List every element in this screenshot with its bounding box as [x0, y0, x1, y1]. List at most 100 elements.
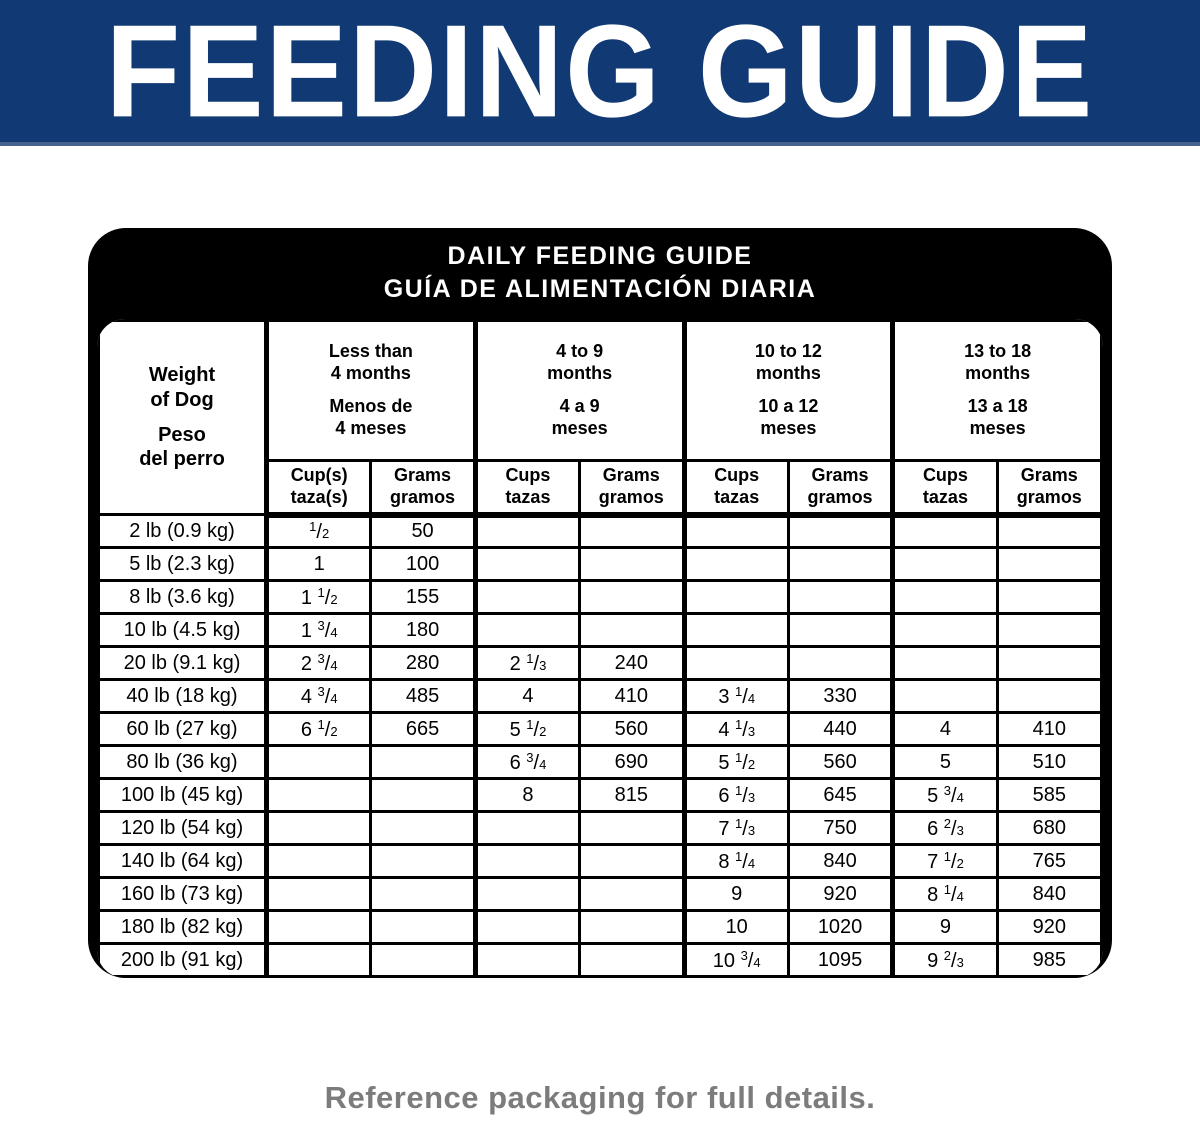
- cups-cell: 6 2/3: [890, 810, 999, 846]
- grams-cell: 485: [369, 678, 477, 714]
- weight-cell: 10 lb (4.5 kg): [97, 612, 268, 648]
- card-title-es: GUÍA DE ALIMENTACIÓN DIARIA: [383, 275, 817, 303]
- grams-cell: 510: [995, 744, 1103, 780]
- cups-cell: [263, 810, 373, 846]
- grams-cell: [369, 942, 477, 978]
- cups-cell: [472, 579, 582, 615]
- grams-subheader-0: Grams gramos: [369, 459, 477, 518]
- weight-cell: 120 lb (54 kg): [97, 810, 268, 846]
- grams-cell: 985: [995, 942, 1103, 978]
- cups-cell: 4 3/4: [263, 678, 373, 714]
- weight-cell: 180 lb (82 kg): [97, 909, 268, 945]
- grams-cell: [578, 909, 686, 945]
- grams-cell: 840: [786, 843, 895, 879]
- weight-cell: 20 lb (9.1 kg): [97, 645, 268, 681]
- cups-cell: 1: [263, 546, 373, 582]
- grams-cell: 1095: [786, 942, 895, 978]
- weight-cell: 80 lb (36 kg): [97, 744, 268, 780]
- cups-cell: 10: [681, 909, 790, 945]
- cups-cell: [263, 777, 373, 813]
- cups-cell: [472, 546, 582, 582]
- cups-cell: 9: [681, 876, 790, 912]
- cups-cell: 5: [890, 744, 999, 780]
- cups-cell: [681, 579, 790, 615]
- cups-cell: 3 1/4: [681, 678, 790, 714]
- grams-cell: [578, 513, 686, 549]
- grams-cell: [786, 579, 895, 615]
- grams-cell: [995, 546, 1103, 582]
- grams-cell: 750: [786, 810, 895, 846]
- grams-cell: [995, 678, 1103, 714]
- grams-cell: 240: [578, 645, 686, 681]
- grams-cell: [369, 810, 477, 846]
- cups-cell: 6 3/4: [472, 744, 582, 780]
- cups-cell: [890, 678, 999, 714]
- cups-cell: 5 1/2: [472, 711, 582, 747]
- grams-cell: 1020: [786, 909, 895, 945]
- grams-cell: [578, 810, 686, 846]
- cups-cell: [681, 612, 790, 648]
- cups-cell: [472, 612, 582, 648]
- cups-cell: [263, 744, 373, 780]
- weight-cell: 100 lb (45 kg): [97, 777, 268, 813]
- cups-cell: [472, 810, 582, 846]
- age-group-header-0: Less than 4 months Menos de 4 meses: [264, 319, 477, 462]
- table-wrap: Weight of Dog Peso del perro Less than 4 mont…: [97, 319, 1103, 978]
- cups-subheader-3: Cups tazas: [890, 459, 999, 518]
- grams-cell: 680: [995, 810, 1103, 846]
- grams-cell: [578, 942, 686, 978]
- weight-cell: 160 lb (73 kg): [97, 876, 268, 912]
- grams-subheader-2: Grams gramos: [786, 459, 895, 518]
- grams-cell: 585: [995, 777, 1103, 813]
- cups-cell: 1/2: [263, 513, 373, 549]
- grams-cell: [995, 579, 1103, 615]
- weight-of-dog-header: Weight of Dog Peso del perro: [97, 319, 268, 516]
- cups-cell: 8 1/4: [890, 876, 999, 912]
- table-row: 180 lb (82 kg) 10 1020 9 920: [97, 909, 1103, 945]
- grams-cell: 645: [786, 777, 895, 813]
- grams-cell: [995, 645, 1103, 681]
- cups-cell: 8: [472, 777, 582, 813]
- grams-cell: 100: [369, 546, 477, 582]
- grams-subheader-3: Grams gramos: [995, 459, 1103, 518]
- grams-cell: 840: [995, 876, 1103, 912]
- age-group-header-2: 10 to 12 months 10 a 12 meses: [681, 319, 895, 462]
- grams-cell: 920: [995, 909, 1103, 945]
- cups-cell: 6 1/2: [263, 711, 373, 747]
- cups-cell: [263, 942, 373, 978]
- age-group-header-3: 13 to 18 months 13 a 18 meses: [890, 319, 1103, 462]
- cups-cell: [472, 909, 582, 945]
- cups-cell: 2 3/4: [263, 645, 373, 681]
- cups-cell: [890, 645, 999, 681]
- grams-cell: [369, 777, 477, 813]
- grams-cell: 440: [786, 711, 895, 747]
- table-row: 2 lb (0.9 kg) 1/2 50: [97, 513, 1103, 549]
- grams-cell: 155: [369, 579, 477, 615]
- cups-cell: [263, 843, 373, 879]
- cups-cell: [472, 942, 582, 978]
- cups-cell: [263, 909, 373, 945]
- grams-cell: 330: [786, 678, 895, 714]
- cups-cell: 1 1/2: [263, 579, 373, 615]
- table-body: 2 lb (0.9 kg) 1/2 50 5 lb (2.3 kg) 1 100 8 lb …: [97, 513, 1103, 978]
- grams-cell: [786, 612, 895, 648]
- cups-cell: [890, 546, 999, 582]
- weight-cell: 40 lb (18 kg): [97, 678, 268, 714]
- grams-cell: 815: [578, 777, 686, 813]
- cups-cell: 10 3/4: [681, 942, 790, 978]
- cups-cell: 2 1/3: [472, 645, 582, 681]
- cups-subheader-0: Cup(s) taza(s): [263, 459, 373, 518]
- grams-cell: [578, 876, 686, 912]
- table-row: 200 lb (91 kg) 10 3/4 1095 9 2/3 985: [97, 942, 1103, 978]
- grams-cell: 410: [578, 678, 686, 714]
- grams-cell: 690: [578, 744, 686, 780]
- grams-cell: [786, 645, 895, 681]
- cups-subheader-1: Cups tazas: [472, 459, 582, 518]
- cups-cell: 6 1/3: [681, 777, 790, 813]
- card-header: DAILY FEEDING GUIDE GUÍA DE ALIMENTACIÓN…: [88, 228, 1112, 319]
- table-row: 140 lb (64 kg) 8 1/4 840 7 1/2 765: [97, 843, 1103, 879]
- grams-cell: [786, 546, 895, 582]
- weight-cell: 2 lb (0.9 kg): [97, 513, 268, 549]
- grams-cell: 560: [786, 744, 895, 780]
- feeding-guide-card: DAILY FEEDING GUIDE GUÍA DE ALIMENTACIÓN…: [88, 228, 1112, 978]
